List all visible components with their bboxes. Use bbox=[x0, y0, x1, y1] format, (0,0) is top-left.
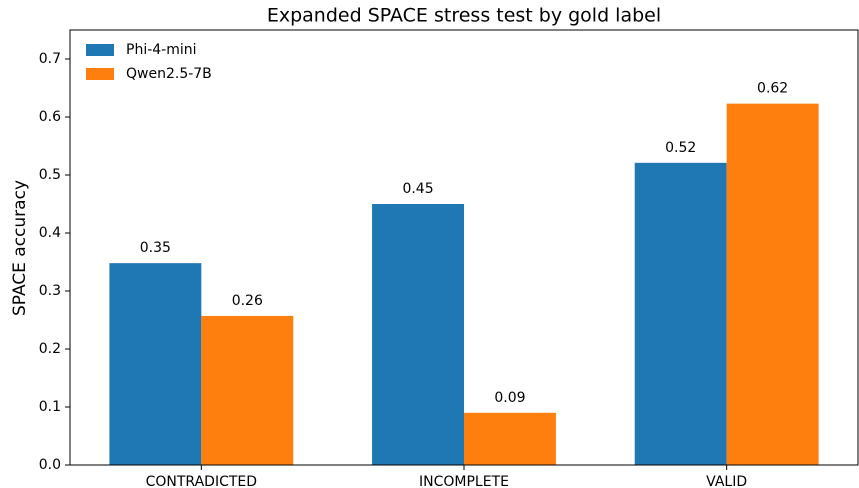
bar bbox=[109, 263, 202, 465]
legend-label: Phi-4-mini bbox=[126, 42, 197, 58]
y-tick-label: 0.1 bbox=[39, 399, 61, 415]
y-tick-label: 0.5 bbox=[39, 167, 61, 183]
x-tick-label: CONTRADICTED bbox=[146, 474, 257, 488]
x-tick-label: VALID bbox=[706, 474, 747, 488]
value-label: 0.45 bbox=[402, 181, 433, 197]
chart-title: Expanded SPACE stress test by gold label bbox=[267, 5, 661, 27]
y-tick-label: 0.0 bbox=[39, 457, 61, 473]
y-axis-label: SPACE accuracy bbox=[10, 180, 30, 316]
value-label: 0.26 bbox=[232, 293, 263, 309]
value-label: 0.62 bbox=[757, 81, 788, 97]
bar bbox=[372, 204, 464, 465]
y-tick-label: 0.6 bbox=[39, 109, 61, 125]
legend-swatch bbox=[86, 44, 114, 56]
x-tick-label: INCOMPLETE bbox=[419, 474, 509, 488]
bar bbox=[201, 315, 294, 465]
y-tick-label: 0.2 bbox=[39, 341, 61, 357]
bar bbox=[726, 103, 819, 465]
y-tick-label: 0.3 bbox=[39, 283, 61, 299]
legend-label: Qwen2.5-7B bbox=[126, 66, 212, 82]
y-tick-label: 0.7 bbox=[39, 51, 61, 67]
plot-frame bbox=[69, 29, 859, 466]
y-tick-label: 0.4 bbox=[39, 225, 61, 241]
value-label: 0.09 bbox=[494, 390, 525, 406]
value-label: 0.52 bbox=[665, 140, 696, 156]
bar bbox=[634, 162, 727, 465]
legend-swatch bbox=[86, 68, 114, 80]
bar bbox=[464, 412, 556, 465]
value-label: 0.35 bbox=[140, 240, 171, 256]
